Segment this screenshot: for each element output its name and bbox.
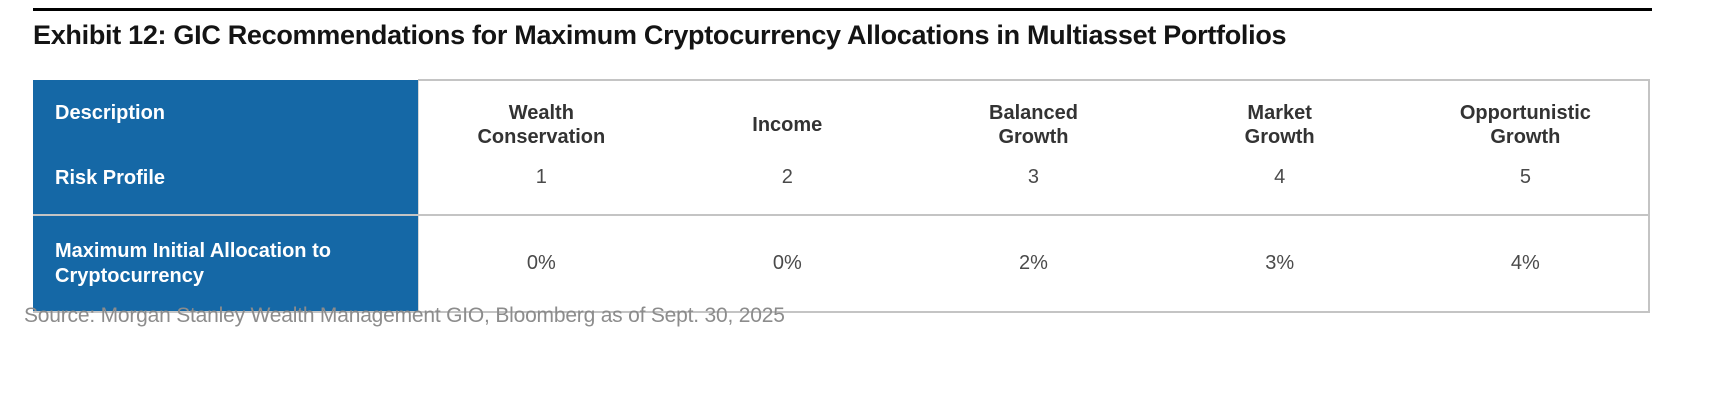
risk-profile-value: 3 bbox=[910, 164, 1157, 216]
column-header-balanced-growth: Balanced Growth bbox=[910, 79, 1157, 164]
source-note: Source: Morgan Stanley Wealth Management… bbox=[24, 304, 785, 327]
max-allocation-value: 3% bbox=[1156, 215, 1403, 313]
column-header-market-growth: Market Growth bbox=[1156, 79, 1403, 164]
column-header-line: Growth bbox=[998, 125, 1069, 148]
column-header-line: Conservation bbox=[477, 125, 606, 148]
allocation-table: Description Wealth Conservation Income B… bbox=[33, 79, 1651, 313]
column-header-line: Market bbox=[1247, 101, 1312, 124]
column-header-opportunistic-growth: Opportunistic Growth bbox=[1402, 79, 1651, 164]
column-header-wealth-conservation: Wealth Conservation bbox=[417, 79, 665, 164]
row-label-max-allocation: Maximum Initial Allocation to Cryptocurr… bbox=[33, 215, 418, 313]
max-allocation-value: 0% bbox=[417, 215, 665, 313]
title-rule bbox=[33, 8, 1652, 11]
risk-profile-value: 1 bbox=[417, 164, 665, 216]
row-label-description: Description bbox=[33, 80, 418, 164]
table-row-risk-profile: Risk Profile 1 2 3 4 5 bbox=[33, 164, 1651, 216]
table-row-description: Description Wealth Conservation Income B… bbox=[33, 79, 1651, 164]
max-allocation-value: 0% bbox=[664, 215, 911, 313]
column-header-line: Opportunistic bbox=[1459, 101, 1591, 124]
column-header-income: Income bbox=[664, 79, 911, 164]
exhibit-title: Exhibit 12: GIC Recommendations for Maxi… bbox=[33, 20, 1287, 50]
max-allocation-value: 2% bbox=[910, 215, 1157, 313]
risk-profile-value: 2 bbox=[664, 164, 911, 216]
column-header-line: Wealth bbox=[508, 101, 574, 124]
row-label-risk-profile: Risk Profile bbox=[33, 164, 418, 216]
column-header-line: Income bbox=[752, 113, 823, 136]
max-allocation-value: 4% bbox=[1402, 215, 1651, 313]
risk-profile-value: 4 bbox=[1156, 164, 1403, 216]
column-header-line: Growth bbox=[1244, 125, 1315, 148]
column-header-line: Balanced bbox=[989, 101, 1078, 124]
table-row-max-allocation: Maximum Initial Allocation to Cryptocurr… bbox=[33, 215, 1651, 313]
risk-profile-value: 5 bbox=[1402, 164, 1651, 216]
column-header-line: Growth bbox=[1490, 125, 1561, 148]
